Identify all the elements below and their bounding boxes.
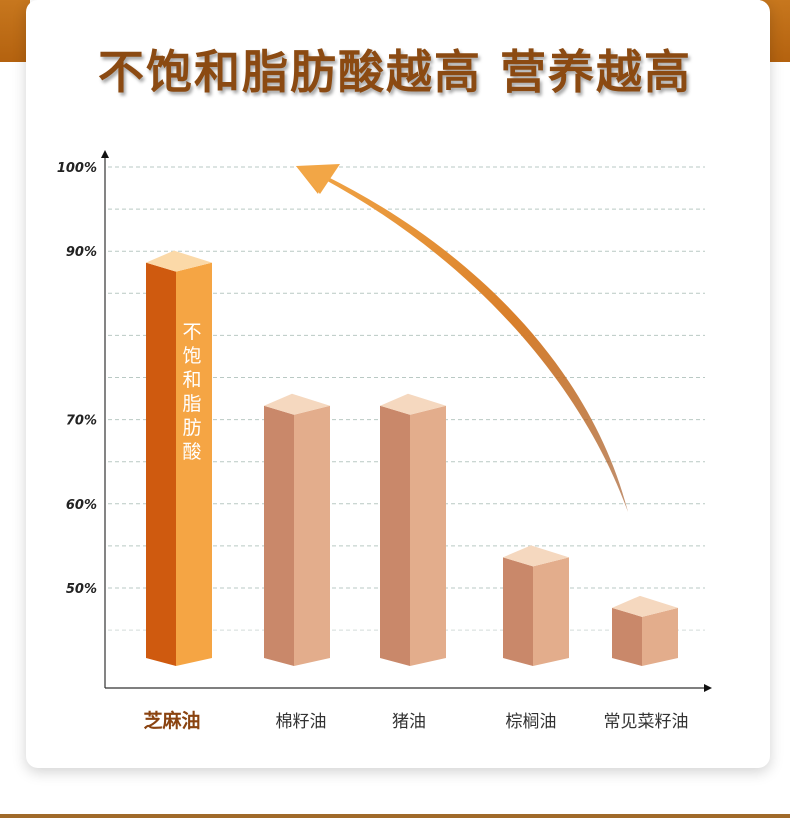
y-tick-label: 50%: [66, 582, 97, 597]
bar-side-face: [264, 405, 294, 666]
bar-4: [503, 545, 569, 666]
x-tick-label: 芝麻油: [143, 709, 200, 732]
bar-side-face: [503, 557, 533, 666]
bar-1: [146, 250, 212, 666]
headline: 不饱和脂肪酸越高 营养越高: [97, 45, 692, 99]
bar-side-face: [146, 262, 176, 666]
bar-top-face: [264, 393, 330, 415]
bar-3: [380, 393, 446, 666]
x-tick-label: 猪油: [392, 712, 426, 732]
bar-inner-label-char: 饱: [182, 345, 201, 367]
y-tick-label: 60%: [66, 498, 97, 513]
y-axis-arrowhead: [101, 150, 109, 158]
bar-front-face: [176, 262, 212, 666]
bar-side-face: [380, 405, 410, 666]
bar-inner-label-char: 脂: [182, 393, 201, 415]
bar-front-face: [642, 607, 678, 666]
bar-inner-label-char: 不: [182, 321, 201, 343]
bar-front-face: [533, 557, 569, 666]
bar-inner-label-char: 和: [182, 369, 201, 391]
bar-front-face: [410, 405, 446, 666]
bar-front-face: [294, 405, 330, 666]
x-tick-label: 棕榈油: [506, 712, 557, 732]
y-tick-label: 90%: [66, 245, 97, 260]
bar-inner-label-char: 肪: [182, 417, 201, 439]
x-tick-label: 常见菜籽油: [604, 712, 689, 732]
bar-side-face: [612, 607, 642, 666]
trend-arrow-body: [296, 166, 628, 512]
bar-top-face: [380, 393, 446, 415]
bar-inner-label-char: 酸: [182, 441, 201, 463]
bar-2: [264, 393, 330, 666]
x-tick-label: 棉籽油: [276, 712, 327, 732]
bar-5: [612, 595, 678, 666]
y-tick-label: 100%: [57, 161, 97, 176]
bar-top-face: [503, 545, 569, 567]
header-band-left: [0, 0, 30, 62]
bar-top-face: [146, 250, 212, 272]
bottom-bar: [0, 814, 790, 818]
y-tick-label: 70%: [66, 414, 97, 429]
x-axis-arrowhead: [704, 684, 712, 692]
bar-top-face: [612, 595, 678, 617]
trend-arrow-head: [296, 164, 340, 194]
